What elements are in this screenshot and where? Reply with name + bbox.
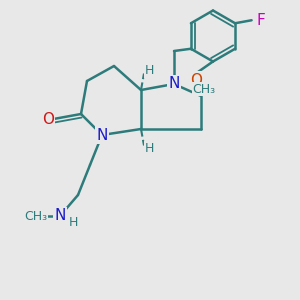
Text: O: O — [42, 112, 54, 128]
Text: N: N — [168, 76, 180, 92]
Text: O: O — [190, 73, 202, 88]
Text: N: N — [96, 128, 108, 142]
Text: CH₃: CH₃ — [192, 82, 216, 96]
Text: H: H — [145, 142, 154, 155]
Text: H: H — [68, 216, 78, 229]
Text: H: H — [145, 64, 154, 77]
Text: F: F — [256, 13, 265, 28]
Text: N: N — [54, 208, 66, 224]
Text: CH₃: CH₃ — [24, 209, 48, 223]
